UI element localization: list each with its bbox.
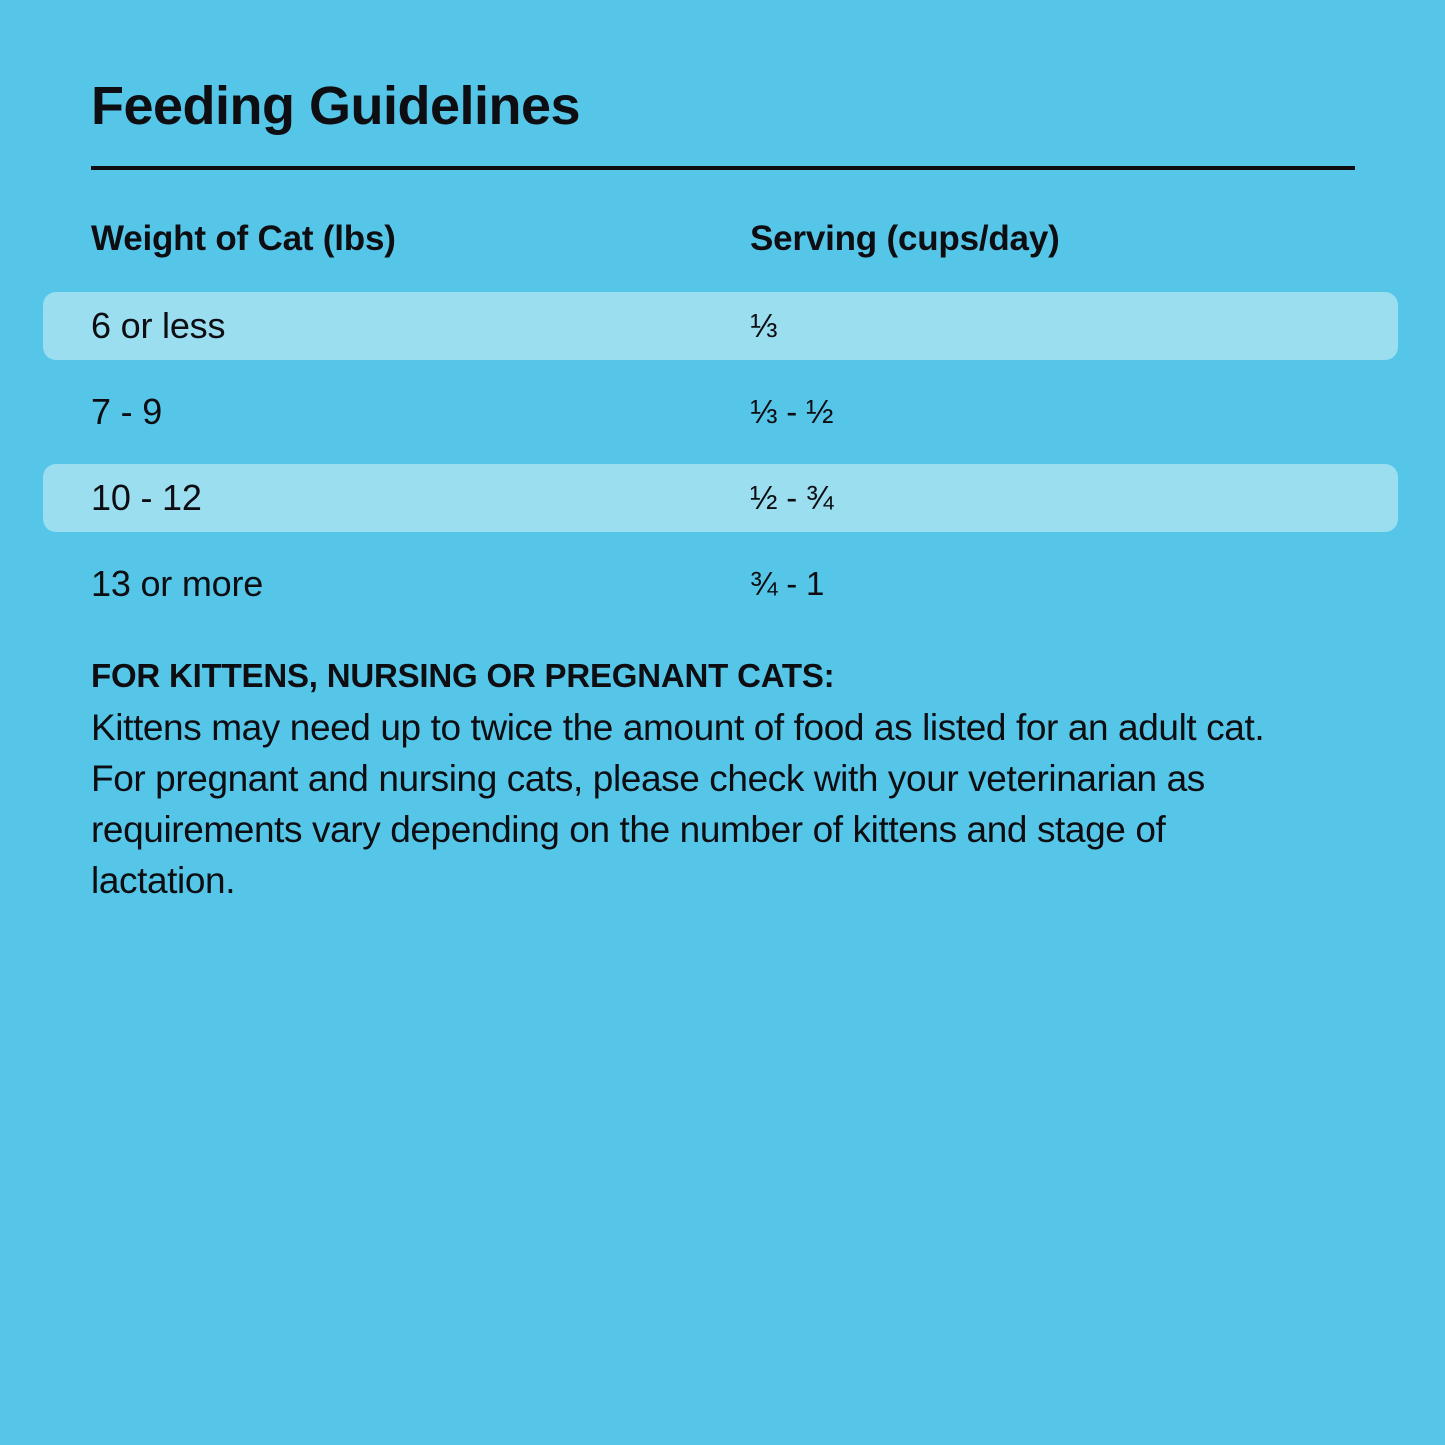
- row-stripe: [43, 464, 1398, 532]
- cell-weight: 13 or more: [91, 563, 264, 604]
- kitten-note-heading: FOR KITTENS, NURSING OR PREGNANT CATS:: [91, 657, 835, 694]
- kitten-note: FOR KITTENS, NURSING OR PREGNANT CATS: K…: [91, 655, 1321, 906]
- row-stripe: [43, 292, 1398, 360]
- cell-weight: 7 - 9: [91, 391, 163, 432]
- cell-serving: ⅓: [750, 307, 778, 344]
- table-row: 10 - 12 ½ - ¾: [0, 464, 1445, 550]
- cell-serving: ½ - ¾: [750, 479, 834, 516]
- column-header-weight: Weight of Cat (lbs): [91, 219, 396, 258]
- feeding-table: Weight of Cat (lbs) Serving (cups/day) 6…: [0, 205, 1445, 636]
- kitten-note-body: Kittens may need up to twice the amount …: [91, 707, 1265, 902]
- table-header-row: Weight of Cat (lbs) Serving (cups/day): [0, 205, 1445, 292]
- cell-serving: ⅓ - ½: [750, 393, 834, 430]
- cell-weight: 6 or less: [91, 305, 226, 346]
- title-divider: [91, 166, 1355, 170]
- table-row: 7 - 9 ⅓ - ½: [0, 378, 1445, 464]
- table-row: 13 or more ¾ - 1: [0, 550, 1445, 636]
- page-title: Feeding Guidelines: [91, 76, 581, 136]
- cell-serving: ¾ - 1: [750, 565, 825, 602]
- table-row: 6 or less ⅓: [0, 292, 1445, 378]
- cell-weight: 10 - 12: [91, 477, 202, 518]
- column-header-serving: Serving (cups/day): [750, 219, 1060, 258]
